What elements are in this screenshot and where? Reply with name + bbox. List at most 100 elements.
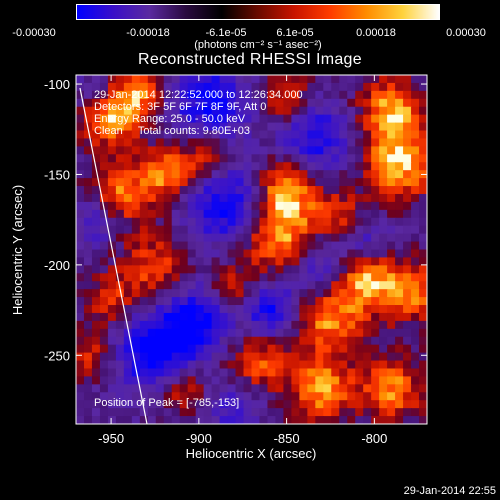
heatmap-cell [275, 384, 285, 393]
heatmap-cell [283, 241, 292, 251]
heatmap-cell [195, 368, 205, 378]
heatmap-cell [115, 241, 125, 251]
heatmap-cell [147, 281, 157, 290]
heatmap-cell [211, 241, 221, 251]
heatmap-cell [251, 392, 261, 401]
heatmap-cell [315, 130, 324, 140]
heatmap-cell [411, 320, 420, 330]
heatmap-cell [379, 146, 388, 155]
heatmap-cell [339, 217, 348, 227]
heatmap-cell [419, 241, 427, 251]
heatmap-cell [251, 170, 261, 179]
heatmap-cell [219, 265, 229, 274]
heatmap-cell [331, 170, 340, 179]
heatmap-cell [99, 352, 109, 362]
heatmap-cell [403, 352, 412, 362]
heatmap-cell [267, 209, 277, 219]
heatmap-cell [331, 249, 340, 259]
heatmap-cell [371, 98, 380, 108]
heatmap-cell [91, 320, 101, 330]
heatmap-cell [259, 360, 269, 370]
heatmap-cell [203, 368, 213, 378]
heatmap-cell [155, 241, 165, 251]
heatmap-cell [227, 233, 237, 243]
heatmap-cell [171, 233, 181, 243]
heatmap-cell [83, 186, 93, 195]
heatmap-cell [107, 241, 117, 251]
heatmap-cell [363, 201, 372, 211]
heatmap-cell [259, 320, 269, 330]
heatmap-cell [107, 320, 117, 330]
heatmap-cell [163, 368, 173, 378]
heatmap-cell [331, 154, 340, 163]
heatmap-cell [283, 352, 292, 362]
heatmap-cell [147, 241, 157, 251]
heatmap-cell [347, 289, 356, 298]
heatmap-cell [235, 217, 245, 227]
heatmap-cell [347, 154, 356, 163]
heatmap-cell [347, 352, 356, 362]
heatmap-cell [155, 233, 165, 243]
heatmap-cell [395, 209, 404, 219]
heatmap-cell [419, 130, 427, 140]
heatmap-cell [123, 154, 133, 163]
heatmap-cell [155, 376, 165, 385]
heatmap-cell [115, 178, 125, 187]
heatmap-cell [259, 186, 269, 195]
heatmap-cell [147, 344, 157, 354]
heatmap-cell [347, 106, 356, 116]
heatmap-cell [123, 106, 133, 116]
heatmap-cell [235, 328, 245, 338]
heatmap-cell [243, 170, 253, 179]
heatmap-cell [403, 138, 412, 147]
heatmap-cell [227, 98, 237, 108]
heatmap-cell [243, 82, 253, 92]
heatmap-cell [347, 336, 356, 346]
heatmap-cell [411, 130, 420, 140]
heatmap-cell [83, 75, 93, 84]
heatmap-cell [235, 193, 245, 203]
heatmap-cell [267, 305, 277, 314]
heatmap-cell [251, 90, 261, 100]
heatmap-cell [91, 408, 101, 417]
heatmap-cell [211, 273, 221, 282]
heatmap-cell [363, 82, 372, 92]
heatmap-cell [179, 146, 189, 155]
heatmap-cell [211, 344, 221, 354]
heatmap-cell [315, 90, 324, 100]
heatmap-cell [163, 146, 173, 155]
detectors-text: Detectors: 3F 5F 6F 7F 8F 9F, Att 0 [94, 101, 267, 113]
heatmap-cell [235, 368, 245, 378]
heatmap-cell [307, 289, 316, 298]
heatmap-cell [179, 154, 189, 163]
heatmap-cell [123, 416, 133, 424]
heatmap-cell [291, 265, 300, 274]
heatmap-cell [179, 328, 189, 338]
heatmap-cell [163, 297, 173, 306]
heatmap-cell [91, 82, 101, 92]
heatmap-cell [331, 408, 340, 417]
heatmap-cell [99, 178, 109, 187]
heatmap-cell [419, 384, 427, 393]
heatmap-cell [275, 225, 285, 235]
heatmap-cell [355, 408, 364, 417]
heatmap-cell [267, 328, 277, 338]
heatmap-cell [291, 305, 300, 314]
heatmap-cell [123, 217, 133, 227]
heatmap-cell [187, 225, 197, 235]
heatmap-cell [387, 400, 396, 409]
heatmap-cell [107, 368, 117, 378]
heatmap-cell [411, 178, 420, 187]
heatmap-cell [403, 416, 412, 424]
heatmap-cell [299, 90, 308, 100]
heatmap-cell [219, 416, 229, 424]
heatmap-cell [411, 75, 420, 84]
heatmap-cell [275, 114, 285, 124]
heatmap-cell [267, 154, 277, 163]
heatmap-cell [339, 138, 348, 147]
heatmap-cell [363, 233, 372, 243]
heatmap-cell [155, 90, 165, 100]
heatmap-cell [323, 312, 332, 322]
heatmap-cell [203, 408, 213, 417]
heatmap-cell [219, 328, 229, 338]
